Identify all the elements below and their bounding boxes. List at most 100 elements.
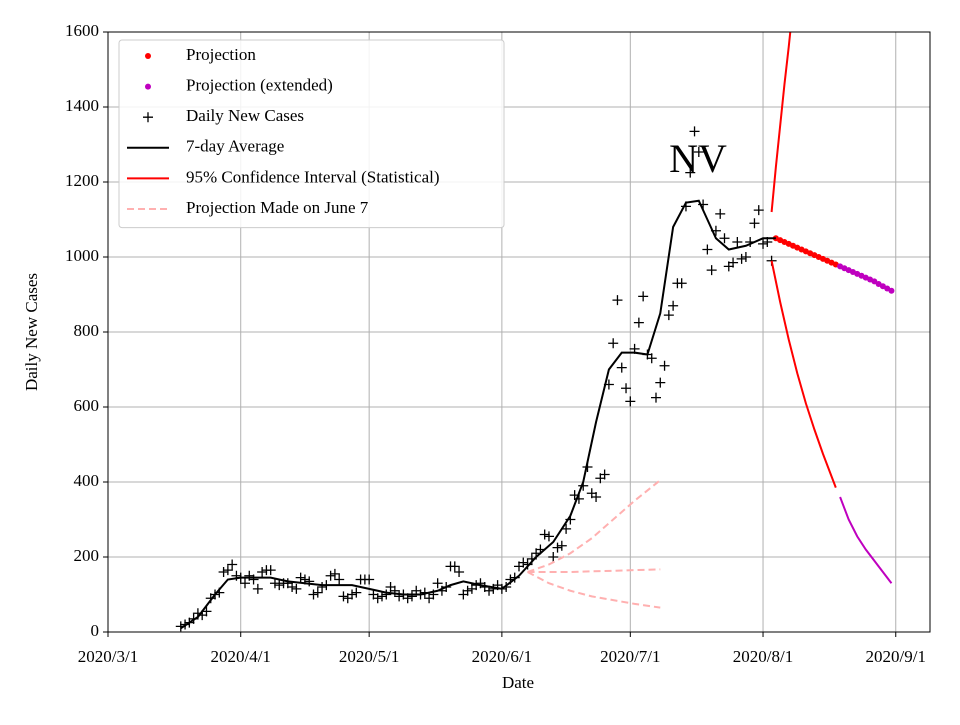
case-marker xyxy=(338,591,349,602)
legend-handle xyxy=(145,83,151,90)
case-marker xyxy=(715,208,726,219)
case-marker xyxy=(552,542,563,553)
case-marker xyxy=(372,593,383,604)
case-marker xyxy=(663,310,674,321)
case-marker xyxy=(668,300,679,311)
case-marker xyxy=(599,469,610,480)
legend-handle xyxy=(143,112,153,123)
case-marker xyxy=(265,565,276,576)
y-axis-label: Daily New Cases xyxy=(22,273,41,391)
x-axis-label: Date xyxy=(502,673,534,692)
y-tick-label: 800 xyxy=(74,321,100,340)
x-tick-label: 2020/6/1 xyxy=(472,647,532,666)
case-marker xyxy=(758,238,769,249)
case-marker xyxy=(736,253,747,264)
case-marker xyxy=(325,570,336,581)
x-tick-label: 2020/5/1 xyxy=(339,647,399,666)
case-marker xyxy=(377,591,387,602)
case-marker xyxy=(222,565,233,576)
case-marker xyxy=(749,218,760,229)
line xyxy=(839,496,893,584)
legend: Projection Projection (extended) Daily New… xyxy=(118,39,505,229)
case-marker xyxy=(218,567,229,577)
legend-box xyxy=(118,39,505,229)
projection-dot xyxy=(888,287,895,294)
case-marker xyxy=(364,574,375,585)
axes: 2020/3/1 2020/4/1 2020/5/1 2020/6/1 2020/7/1… xyxy=(65,21,926,666)
case-marker xyxy=(334,574,345,585)
case-marker xyxy=(719,233,730,244)
x-tick-label: 2020/4/1 xyxy=(210,647,270,666)
case-marker xyxy=(381,589,392,600)
legend-label: Projection (extended) xyxy=(186,76,333,95)
case-marker xyxy=(248,574,259,585)
y-tick-label: 1400 xyxy=(65,96,99,115)
case-marker xyxy=(317,582,328,592)
case-marker xyxy=(227,559,238,570)
case-marker xyxy=(655,377,666,388)
case-marker xyxy=(633,317,644,328)
case-marker xyxy=(240,578,250,589)
case-marker xyxy=(432,578,443,589)
case-marker xyxy=(556,540,567,551)
case-marker xyxy=(651,392,661,403)
case-marker xyxy=(685,167,696,178)
case-marker xyxy=(539,529,550,540)
case-marker xyxy=(274,580,285,591)
case-marker xyxy=(638,291,649,302)
case-marker xyxy=(291,583,302,594)
case-marker xyxy=(625,396,636,407)
case-marker xyxy=(406,591,417,602)
chart-title: NV xyxy=(669,136,727,181)
case-marker xyxy=(740,252,751,262)
case-marker xyxy=(308,589,319,600)
y-tick-label: 1000 xyxy=(65,246,99,265)
x-tick-label: 2020/3/1 xyxy=(78,647,138,666)
y-tick-label: 1200 xyxy=(65,171,99,190)
case-marker xyxy=(347,589,358,600)
ci-upper xyxy=(770,32,792,213)
past-projection xyxy=(527,571,661,609)
case-marker xyxy=(312,587,323,598)
case-marker xyxy=(591,492,602,502)
case-marker xyxy=(548,552,559,562)
legend-label: 7-day Average xyxy=(186,137,284,156)
case-marker xyxy=(706,265,717,276)
line xyxy=(180,199,776,630)
legend-handle xyxy=(145,53,151,59)
case-marker xyxy=(732,237,743,247)
case-marker xyxy=(329,568,340,579)
y-tick-label: 600 xyxy=(74,396,100,415)
case-marker xyxy=(646,353,657,364)
case-marker xyxy=(518,557,529,568)
case-marker xyxy=(616,362,627,373)
x-tick-label: 2020/8/1 xyxy=(733,647,793,666)
y-tick-label: 200 xyxy=(74,546,100,565)
case-marker xyxy=(753,205,764,216)
case-marker xyxy=(351,587,362,598)
case-marker xyxy=(454,567,465,577)
case-marker xyxy=(728,257,739,268)
y-tick-label: 0 xyxy=(91,621,100,640)
legend-label: Daily New Cases xyxy=(186,106,304,125)
case-marker xyxy=(693,147,704,157)
y-tick-label: 1600 xyxy=(65,21,99,40)
past-projection xyxy=(527,479,661,573)
case-marker xyxy=(269,578,280,589)
case-marker xyxy=(295,572,306,583)
case-marker xyxy=(621,383,632,394)
case-marker xyxy=(702,244,713,255)
case-marker xyxy=(257,567,268,577)
case-marker xyxy=(543,531,554,542)
x-tick-label: 2020/7/1 xyxy=(600,647,660,666)
legend-label: Projection xyxy=(186,45,256,64)
case-marker xyxy=(659,360,670,371)
ci-lower xyxy=(770,260,837,488)
legend-label: Projection Made on June 7 xyxy=(186,198,369,217)
projection-dot xyxy=(871,278,878,285)
case-marker xyxy=(612,295,623,306)
case-marker xyxy=(608,338,619,349)
case-marker xyxy=(449,561,460,572)
case-marker xyxy=(689,126,700,137)
